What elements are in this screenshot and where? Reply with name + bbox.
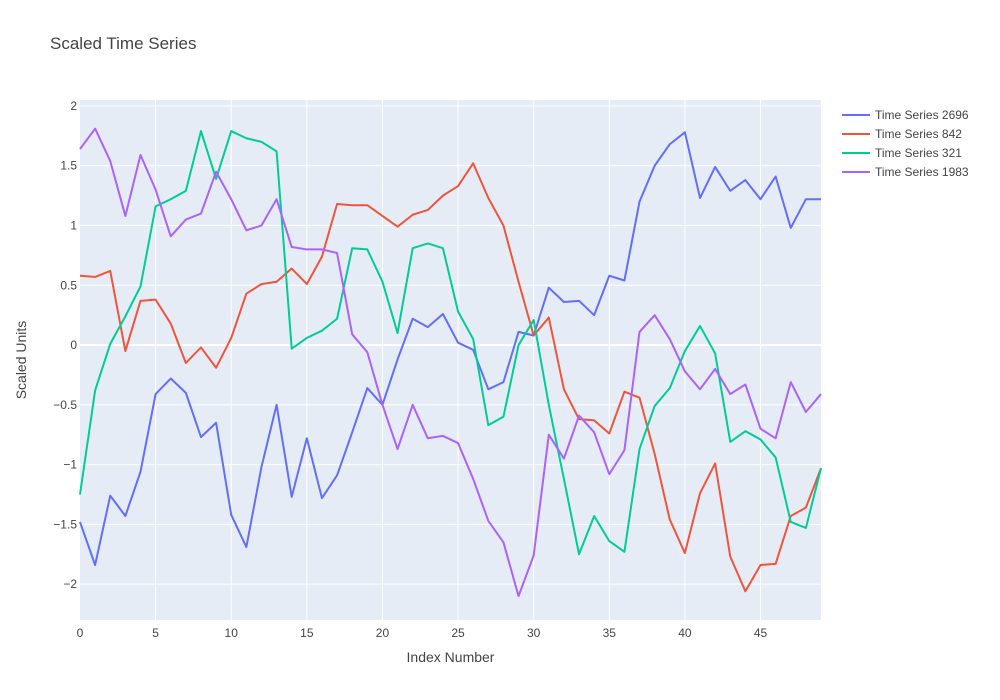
legend-item[interactable]: Time Series 842 [842, 127, 962, 141]
chart-title: Scaled Time Series [50, 34, 197, 53]
x-tick-label: 40 [678, 626, 692, 640]
x-tick-label: 45 [754, 626, 768, 640]
series-line-3 [79, 127, 822, 598]
y-tick-label: −1 [63, 458, 77, 472]
x-tick-label: 25 [451, 626, 465, 640]
x-tick-label: 5 [152, 626, 159, 640]
legend-label: Time Series 2696 [875, 108, 969, 122]
y-tick-label: 1 [70, 219, 77, 233]
legend-label: Time Series 842 [875, 127, 962, 141]
legend-label: Time Series 321 [875, 146, 962, 160]
series-line-2 [79, 130, 822, 556]
y-axis-title: Scaled Units [13, 321, 29, 400]
x-tick-labels: 0 5 10 15 20 25 30 35 40 45 [77, 626, 768, 640]
x-tick-label: 0 [77, 626, 84, 640]
legend[interactable]: Time Series 2696 Time Series 842 Time Seri… [842, 108, 969, 179]
series-lines [79, 127, 822, 598]
y-tick-label: −0.5 [53, 398, 77, 412]
legend-item[interactable]: Time Series 2696 [842, 108, 969, 122]
y-tick-label: 1.5 [60, 159, 77, 173]
series-line-1 [79, 162, 822, 593]
legend-label: Time Series 1983 [875, 165, 969, 179]
x-tick-label: 10 [225, 626, 239, 640]
y-tick-label: −2 [63, 577, 77, 591]
x-tick-label: 20 [376, 626, 390, 640]
y-tick-labels: −2 −1.5 −1 −0.5 0 0.5 1 1.5 2 [53, 99, 77, 591]
x-tick-label: 35 [603, 626, 617, 640]
x-tick-label: 15 [300, 626, 314, 640]
x-tick-label: 30 [527, 626, 541, 640]
x-axis-title: Index Number [407, 649, 495, 665]
y-tick-label: 0.5 [60, 278, 77, 292]
y-gridlines [80, 105, 821, 585]
y-tick-label: −1.5 [53, 517, 77, 531]
legend-item[interactable]: Time Series 1983 [842, 165, 969, 179]
legend-item[interactable]: Time Series 321 [842, 146, 962, 160]
x-gridlines [155, 100, 762, 620]
series-line-0 [79, 131, 821, 567]
y-tick-label: 0 [70, 338, 77, 352]
y-tick-label: 2 [70, 99, 77, 113]
